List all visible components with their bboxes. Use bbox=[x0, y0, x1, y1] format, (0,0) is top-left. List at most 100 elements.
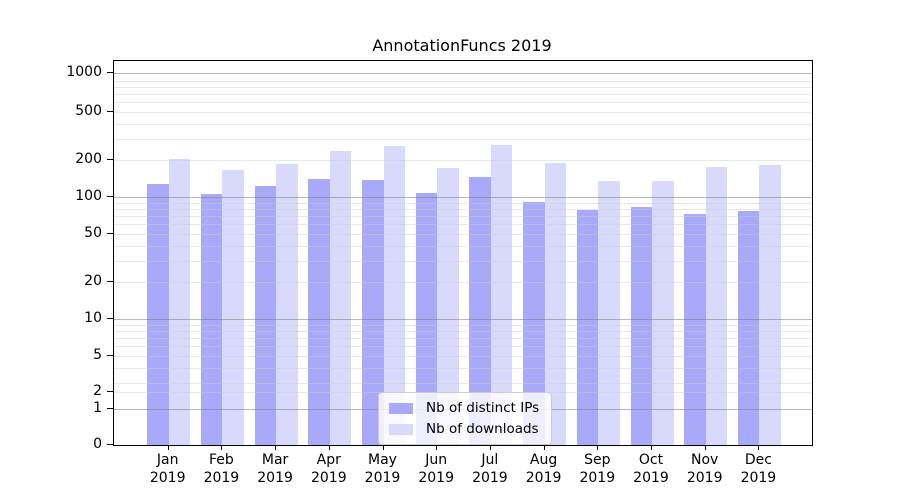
x-tick-mark bbox=[436, 445, 438, 450]
gridline-600 bbox=[114, 102, 812, 104]
x-tick-label-dec: Dec 2019 bbox=[740, 452, 777, 486]
x-tick-mark bbox=[275, 445, 277, 450]
bar-downloads-jun bbox=[437, 167, 459, 445]
bar-ips-jun bbox=[415, 192, 438, 445]
gridline-80 bbox=[114, 208, 812, 210]
gridline-700 bbox=[114, 93, 812, 95]
x-tick-mark bbox=[543, 445, 545, 450]
bar-ips-jan bbox=[147, 184, 169, 445]
x-tick-mark bbox=[489, 445, 491, 450]
x-tick-mark bbox=[328, 445, 330, 450]
bar-downloads-aug bbox=[544, 163, 567, 445]
gridline-400 bbox=[114, 123, 812, 125]
gridline-70 bbox=[114, 215, 812, 217]
bar-ips-mar bbox=[254, 186, 277, 445]
bar-downloads-nov bbox=[705, 166, 728, 445]
gridline-3 bbox=[114, 382, 812, 384]
bar-ips-dec bbox=[737, 210, 760, 445]
x-tick-label-jun: Jun 2019 bbox=[418, 452, 455, 486]
bar-ips-may bbox=[362, 179, 384, 445]
gridline-1000 bbox=[114, 72, 812, 74]
bar-downloads-jul bbox=[490, 145, 513, 445]
x-tick-label-aug: Aug 2019 bbox=[525, 452, 562, 486]
chart-title: AnnotationFuncs 2019 bbox=[372, 36, 552, 55]
gridline-40 bbox=[114, 245, 812, 247]
x-tick-label-mar: Mar 2019 bbox=[257, 452, 293, 486]
y-tick-label-10: 10 bbox=[84, 310, 102, 326]
gridline-10 bbox=[114, 319, 812, 320]
x-tick-label-nov: Nov 2019 bbox=[686, 452, 723, 486]
gridline-90 bbox=[114, 202, 812, 204]
legend-label: Nb of distinct IPs bbox=[426, 400, 540, 416]
y-tick-mark bbox=[107, 232, 113, 234]
x-tick-mark bbox=[651, 445, 652, 450]
gridline-500 bbox=[114, 111, 812, 113]
bar-ips-aug bbox=[523, 201, 545, 445]
y-tick-mark bbox=[107, 71, 113, 73]
legend: Nb of distinct IPs Nb of downloads bbox=[378, 392, 553, 445]
bar-ips-apr bbox=[308, 179, 330, 445]
x-tick-mark bbox=[597, 445, 599, 450]
x-tick-label-oct: Oct 2019 bbox=[633, 452, 669, 486]
y-tick-mark bbox=[107, 196, 113, 197]
y-tick-mark bbox=[107, 444, 113, 445]
y-tick-label-500: 500 bbox=[75, 102, 102, 119]
bar-downloads-oct bbox=[652, 180, 674, 445]
bar-downloads-feb bbox=[222, 169, 244, 445]
gridline-900 bbox=[114, 80, 812, 82]
x-tick-mark bbox=[704, 445, 706, 450]
y-tick-label-1000: 1000 bbox=[66, 63, 102, 80]
bar-downloads-mar bbox=[276, 164, 298, 445]
gridline-5 bbox=[114, 355, 812, 357]
y-tick-label-2: 2 bbox=[93, 383, 102, 400]
y-tick-mark bbox=[107, 318, 113, 319]
bar-ips-sep bbox=[576, 210, 599, 445]
x-tick-label-may: May 2019 bbox=[364, 452, 401, 486]
legend-label: Nb of downloads bbox=[426, 421, 539, 437]
bar-downloads-may bbox=[383, 145, 405, 445]
x-tick-label-jul: Jul 2019 bbox=[472, 452, 508, 486]
x-tick-mark bbox=[758, 445, 760, 450]
y-tick-label-20: 20 bbox=[84, 273, 102, 290]
y-tick-label-50: 50 bbox=[84, 224, 102, 241]
legend-row: Nb of downloads bbox=[389, 421, 539, 437]
y-tick-label-5: 5 bbox=[93, 346, 102, 363]
y-tick-label-1: 1 bbox=[93, 399, 102, 416]
y-tick-mark bbox=[107, 354, 113, 356]
gridline-60 bbox=[114, 224, 812, 226]
gridline-4 bbox=[114, 367, 812, 369]
bar-ips-oct bbox=[630, 206, 652, 445]
bar-downloads-sep bbox=[598, 181, 620, 445]
x-tick-label-sep: Sep 2019 bbox=[579, 452, 616, 486]
bar-ips-jul bbox=[469, 177, 491, 445]
x-tick-mark bbox=[221, 445, 223, 450]
x-tick-label-apr: Apr 2019 bbox=[310, 452, 347, 486]
y-tick-label-100: 100 bbox=[75, 188, 102, 204]
bar-downloads-dec bbox=[759, 164, 781, 445]
y-tick-mark bbox=[107, 407, 113, 409]
gridline-50 bbox=[114, 233, 812, 235]
gridline-100 bbox=[114, 197, 812, 198]
bar-downloads-jan bbox=[168, 158, 191, 445]
gridline-9 bbox=[114, 324, 812, 326]
x-tick-mark bbox=[382, 445, 384, 450]
y-tick-mark bbox=[107, 110, 113, 112]
x-tick-mark bbox=[167, 445, 169, 450]
gridline-7 bbox=[114, 337, 812, 339]
gridline-30 bbox=[114, 260, 812, 262]
y-tick-mark bbox=[107, 281, 113, 283]
gridline-800 bbox=[114, 86, 812, 88]
legend-swatch-downloads bbox=[389, 423, 413, 435]
gridline-300 bbox=[114, 138, 812, 140]
bar-ips-nov bbox=[684, 213, 706, 445]
y-tick-mark bbox=[107, 391, 113, 393]
gridline-200 bbox=[114, 160, 812, 162]
y-tick-label-200: 200 bbox=[75, 151, 102, 168]
gridline-20 bbox=[114, 282, 812, 284]
gridline-8 bbox=[114, 330, 812, 332]
legend-swatch-ips bbox=[389, 402, 413, 414]
gridline-6 bbox=[114, 346, 812, 348]
bar-downloads-apr bbox=[329, 150, 352, 445]
x-tick-label-feb: Feb 2019 bbox=[203, 452, 240, 486]
